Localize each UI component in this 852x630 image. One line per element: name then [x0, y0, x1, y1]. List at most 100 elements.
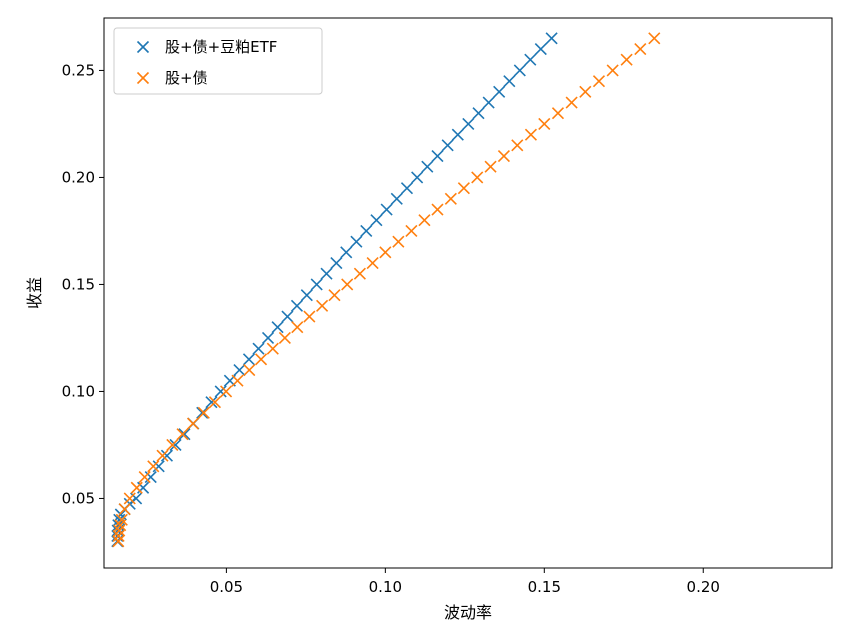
data-point: [471, 171, 484, 184]
data-point: [462, 117, 475, 130]
data-point: [497, 149, 510, 163]
data-point: [196, 406, 209, 419]
data-point: [144, 470, 157, 484]
x-tick-label: 0.15: [528, 578, 561, 596]
y-tick-label: 0.25: [62, 61, 95, 79]
data-point: [291, 321, 304, 334]
data-point: [271, 321, 284, 334]
data-point: [400, 182, 414, 195]
legend-marker-series-2: [136, 71, 150, 85]
y-tick-label: 0.05: [62, 489, 95, 507]
data-point: [390, 192, 403, 205]
data-point: [379, 246, 392, 259]
data-point: [118, 503, 131, 516]
data-point: [138, 470, 151, 484]
data-point: [281, 310, 294, 323]
data-point: [254, 353, 268, 366]
data-point: [112, 529, 125, 542]
ticks-layer: 0.05 0.10 0.15 0.20 0.05 0.10 0.15 0.20 0.25: [62, 61, 720, 596]
data-point: [538, 117, 551, 130]
data-point: [261, 331, 275, 345]
data-point: [169, 438, 182, 452]
legend-marker-series-1: [136, 40, 150, 54]
y-tick-label: 0.20: [62, 168, 95, 186]
data-point: [186, 417, 200, 430]
data-point: [214, 385, 227, 398]
data-point: [411, 171, 424, 184]
data-point: [152, 460, 165, 473]
data-point: [208, 396, 222, 409]
data-point: [534, 42, 547, 56]
data-point: [524, 53, 537, 66]
data-point: [350, 235, 363, 248]
legend-label-series-2: 股+债: [165, 69, 208, 87]
data-point: [503, 75, 516, 88]
data-point: [112, 535, 125, 548]
series-1: [111, 32, 558, 548]
legend-marker-icon: [136, 40, 150, 54]
data-point: [472, 107, 485, 120]
data-point: [431, 149, 444, 163]
data-point: [166, 438, 179, 452]
data-point: [418, 214, 431, 227]
data-point: [634, 42, 647, 56]
data-point: [444, 192, 457, 205]
data-point: [457, 182, 470, 195]
data-point: [565, 96, 578, 109]
legend-marker-icon: [136, 71, 150, 85]
data-point: [123, 492, 136, 505]
data-point: [300, 289, 313, 302]
data-point: [484, 160, 497, 173]
data-point: [405, 224, 418, 238]
data-point: [431, 203, 444, 216]
marks-layer: [111, 32, 661, 548]
legend-label-series-1: 股+债+豆粕ETF: [165, 38, 277, 56]
data-point: [220, 385, 233, 398]
data-point: [592, 75, 606, 88]
data-point: [147, 460, 160, 473]
data-point: [328, 289, 341, 302]
x-tick-label: 0.10: [369, 578, 402, 596]
data-point: [231, 374, 244, 387]
data-point: [380, 203, 393, 216]
data-point: [278, 331, 291, 345]
data-point: [205, 396, 218, 409]
data-point: [366, 256, 379, 270]
data-point: [360, 224, 373, 238]
data-point: [310, 278, 323, 291]
x-tick-label: 0.05: [210, 578, 243, 596]
data-point: [252, 342, 265, 355]
data-point: [524, 128, 538, 141]
x-axis-label: 波动率: [444, 603, 492, 622]
data-point: [243, 363, 256, 377]
data-point: [545, 32, 558, 45]
data-point: [511, 139, 524, 152]
series-2: [112, 32, 661, 548]
x-tick-label: 0.20: [687, 578, 720, 596]
data-point: [303, 310, 316, 323]
y-axis-label: 收益: [25, 277, 44, 309]
data-point: [620, 53, 633, 66]
data-point: [579, 85, 592, 98]
data-point: [392, 235, 405, 248]
data-point: [341, 278, 354, 291]
y-tick-label: 0.10: [62, 382, 95, 400]
data-point: [316, 299, 329, 312]
data-point: [451, 128, 464, 141]
data-point: [482, 96, 495, 109]
data-point: [156, 449, 169, 462]
data-point: [115, 513, 128, 526]
y-tick-label: 0.15: [62, 275, 95, 293]
plot-frame: [103, 17, 833, 569]
data-point: [320, 267, 333, 280]
data-point: [178, 428, 191, 441]
data-point: [606, 64, 619, 77]
data-point: [290, 299, 304, 312]
data-point: [197, 406, 210, 419]
data-point: [160, 449, 174, 462]
legend-box: [113, 27, 323, 95]
data-point: [130, 481, 143, 494]
data-point: [441, 139, 454, 152]
